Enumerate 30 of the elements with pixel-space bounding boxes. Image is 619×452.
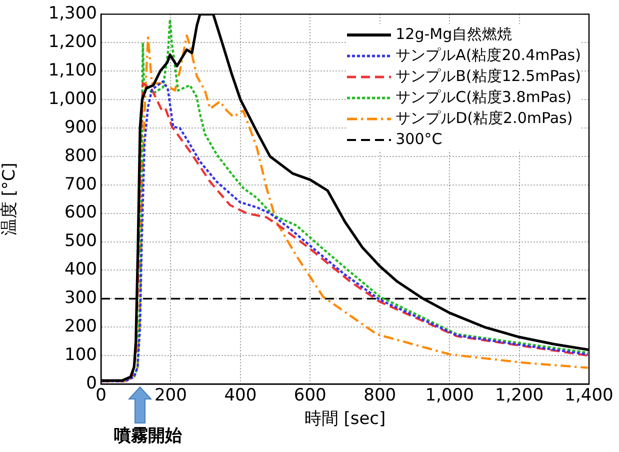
y-tick-label: 800	[64, 146, 97, 166]
legend-label: サンプルB(粘度12.5mPas)	[396, 66, 581, 88]
x-tick-label: 1,200	[494, 386, 544, 406]
x-tick-label: 1,400	[564, 386, 614, 406]
legend-label: サンプルC(粘度3.8mPas)	[396, 87, 572, 108]
y-tick-label: 600	[64, 202, 97, 223]
y-tick-label: 1,000	[48, 88, 97, 109]
x-tick-label: 600	[294, 386, 326, 406]
legend-label: 300°C	[396, 129, 442, 150]
y-axis-title: 温度 [°C]	[0, 162, 20, 236]
y-tick-label: 100	[64, 344, 97, 365]
y-tick-label: 200	[64, 316, 97, 337]
legend-label: サンプルD(粘度2.0mPas)	[396, 108, 573, 130]
x-tick-label: 800	[364, 386, 396, 406]
x-tick-label: 1,000	[425, 386, 474, 406]
x-axis-title: 時間 [sec]	[304, 409, 386, 430]
y-tick-label: 1,100	[48, 60, 97, 81]
y-tick-label: 400	[64, 260, 97, 280]
x-tick-label: 200	[154, 386, 187, 406]
y-tick-label: 900	[64, 117, 97, 138]
y-tick-label: 500	[64, 231, 97, 252]
y-tick-label: 300	[64, 288, 97, 308]
y-tick-label: 1,300	[48, 4, 97, 24]
y-tick-label: 700	[64, 174, 97, 194]
legend-label: 12g-Mg自然燃焼	[396, 24, 512, 46]
legend-label: サンプルA(粘度20.4mPas)	[396, 45, 581, 66]
y-tick-label: 0	[86, 373, 97, 394]
x-tick-label: 400	[224, 386, 257, 406]
text: 噴霧開始	[114, 425, 182, 447]
y-tick-label: 1,200	[48, 32, 97, 52]
